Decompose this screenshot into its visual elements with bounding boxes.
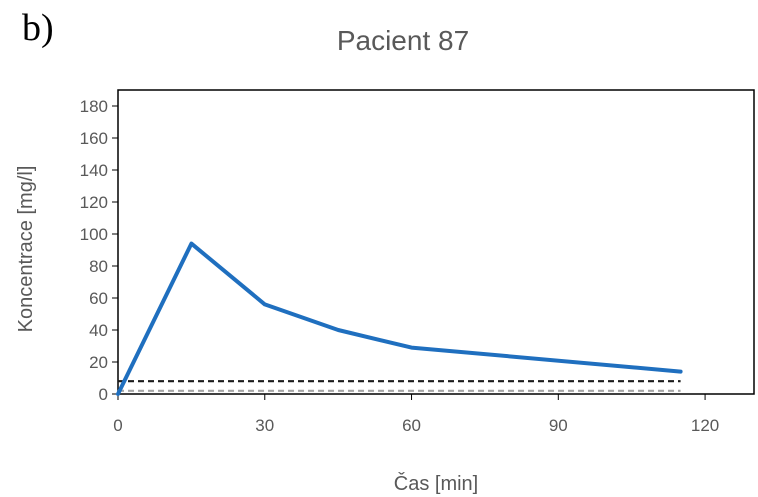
y-tick-label: 60 [89,289,108,308]
y-tick-label: 160 [80,129,108,148]
y-tick-label: 0 [99,385,108,404]
chart-title: Pacient 87 [337,25,469,56]
y-tick-label: 140 [80,161,108,180]
y-tick-label: 80 [89,257,108,276]
concentration-line [116,241,683,396]
y-axis: 0 20 40 60 80 100 120 140 160 180 [80,97,118,404]
plot-area-border [117,89,755,395]
x-tick-label: 90 [549,416,568,435]
x-tick-label: 0 [113,416,122,435]
y-tick-label: 120 [80,193,108,212]
panel-label: b) [22,7,54,49]
x-tick-label: 120 [691,416,719,435]
y-tick-label: 40 [89,321,108,340]
x-tick-label: 30 [255,416,274,435]
x-axis-title: Čas [min] [394,472,478,495]
y-tick-label: 100 [80,225,108,244]
y-axis-title: Koncentrace [mg/l] [15,166,37,333]
y-tick-label: 180 [80,97,108,116]
series-layer [116,241,683,396]
y-tick-label: 20 [89,353,108,372]
x-tick-label: 60 [402,416,421,435]
x-axis: 0 30 60 90 120 [113,394,719,435]
